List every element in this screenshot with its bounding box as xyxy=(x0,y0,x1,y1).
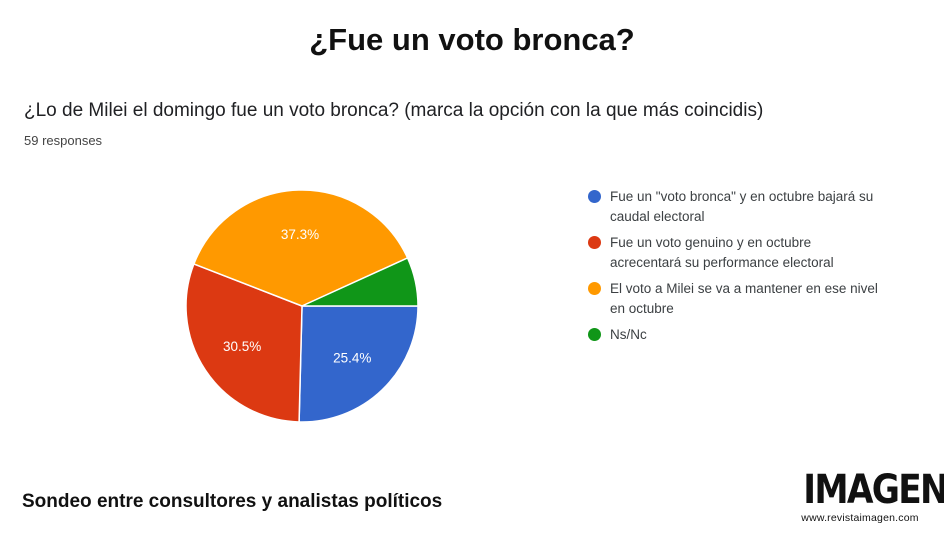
legend-item[interactable]: Fue un "voto bronca" y en octubre bajará… xyxy=(588,187,888,227)
footer-caption: Sondeo entre consultores y analistas pol… xyxy=(22,491,443,512)
legend-color-dot xyxy=(588,328,601,341)
pie-slice[interactable] xyxy=(301,256,419,307)
pie-slice[interactable] xyxy=(192,189,409,307)
pie-slice[interactable] xyxy=(185,263,303,423)
legend-color-dot xyxy=(588,282,601,295)
legend-color-dot xyxy=(588,190,601,203)
response-count: 59 responses xyxy=(24,133,103,148)
legend-label: Fue un voto genuino y en octubre acrecen… xyxy=(610,235,834,270)
legend-item[interactable]: Fue un voto genuino y en octubre acrecen… xyxy=(588,233,888,273)
legend-item[interactable]: El voto a Milei se va a mantener en ese … xyxy=(588,279,888,319)
slice-label: 25.4% xyxy=(333,350,371,365)
page-title: ¿Fue un voto bronca? xyxy=(309,22,635,57)
brand-logo: IMAGEN www.revistaimagen.com xyxy=(794,467,944,524)
legend-item[interactable]: Ns/Nc xyxy=(588,325,888,345)
legend-label: Fue un "voto bronca" y en octubre bajará… xyxy=(610,189,874,224)
slice-label: 30.5% xyxy=(223,339,261,354)
pie-slice[interactable] xyxy=(298,305,419,423)
logo-wordmark: IMAGEN xyxy=(803,467,944,513)
logo-url: www.revistaimagen.com xyxy=(801,512,919,524)
legend-label: El voto a Milei se va a mantener en ese … xyxy=(610,281,878,316)
legend-color-dot xyxy=(588,236,601,249)
slice-label: 37.3% xyxy=(281,227,319,242)
chart-legend: Fue un "voto bronca" y en octubre bajará… xyxy=(588,187,888,351)
legend-label: Ns/Nc xyxy=(610,327,647,342)
survey-question: ¿Lo de Milei el domingo fue un voto bron… xyxy=(24,100,764,121)
